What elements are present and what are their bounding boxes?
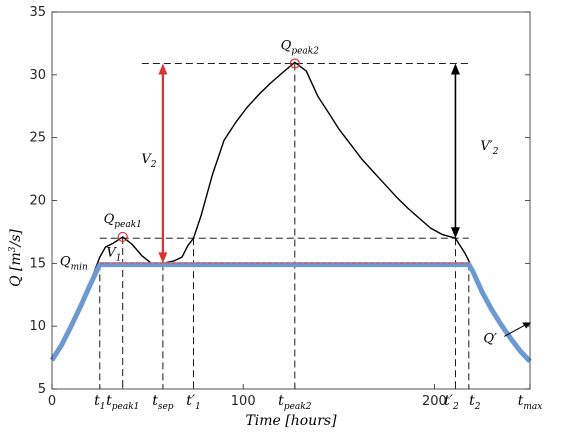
series-line-1: [49, 262, 532, 364]
annotation-2: Qmin: [60, 254, 88, 272]
x-axis-label: Time [hours]: [245, 413, 337, 429]
x-tick-label-8: t′2: [444, 393, 459, 412]
y-tick-label-2: 15: [29, 256, 46, 271]
y-tick-label-0: 5: [38, 382, 46, 397]
y-axis-label: Q [m3/s]: [8, 229, 24, 287]
annotation-0: Qpeak1: [104, 212, 142, 230]
q-prime-arrow-shaft: [503, 324, 527, 337]
x-tick-label-4: t′1: [186, 393, 201, 412]
x-tick-label-2: tpeak1: [106, 393, 139, 412]
peak-marker-1: [289, 58, 300, 69]
y-tick-label-5: 30: [29, 68, 46, 83]
x-tick-label-1: t1: [94, 393, 105, 412]
annotation-3: V1: [106, 245, 121, 263]
annotation-1: Qpeak2: [281, 39, 320, 57]
y-tick-label-6: 35: [29, 5, 46, 20]
x-tick-label-6: tpeak2: [278, 393, 312, 412]
axes: 5 10 15 20 25 30 35 0 t1 tpeak1 tsep t′1 100 tpeak2 20…: [29, 5, 542, 412]
series-layer: [49, 58, 532, 364]
y-tick-label-1: 10: [29, 319, 46, 334]
x-tick-label-0: 0: [48, 394, 56, 409]
annotation-6: Q′: [483, 331, 497, 346]
guide-layer: [99, 63, 470, 389]
annotation-5: V′2: [480, 139, 498, 157]
x-tick-label-10: tmax: [518, 393, 543, 412]
q-prime-arrow-head: [522, 322, 532, 329]
arrow-head-top-1: [450, 63, 460, 75]
peak-marker-0: [117, 231, 128, 243]
plot-frame: [51, 11, 531, 390]
arrow-head-top-0: [158, 63, 168, 75]
series-line-0: [51, 61, 531, 360]
x-tick-label-5: 100: [231, 394, 256, 409]
arrow-head-bottom-1: [450, 227, 460, 239]
x-tick-label-3: tsep: [152, 393, 174, 412]
annotation-layer: Qpeak1 Qpeak2 Qmin V1 V2 V′2 Q′: [60, 39, 532, 346]
annotation-4: V2: [141, 152, 156, 170]
y-tick-label-4: 25: [29, 131, 46, 146]
arrow-head-bottom-0: [158, 252, 168, 264]
x-tick-label-9: t2: [469, 393, 481, 412]
x-tick-label-7: 200: [422, 394, 447, 409]
y-tick-label-3: 20: [29, 194, 46, 209]
